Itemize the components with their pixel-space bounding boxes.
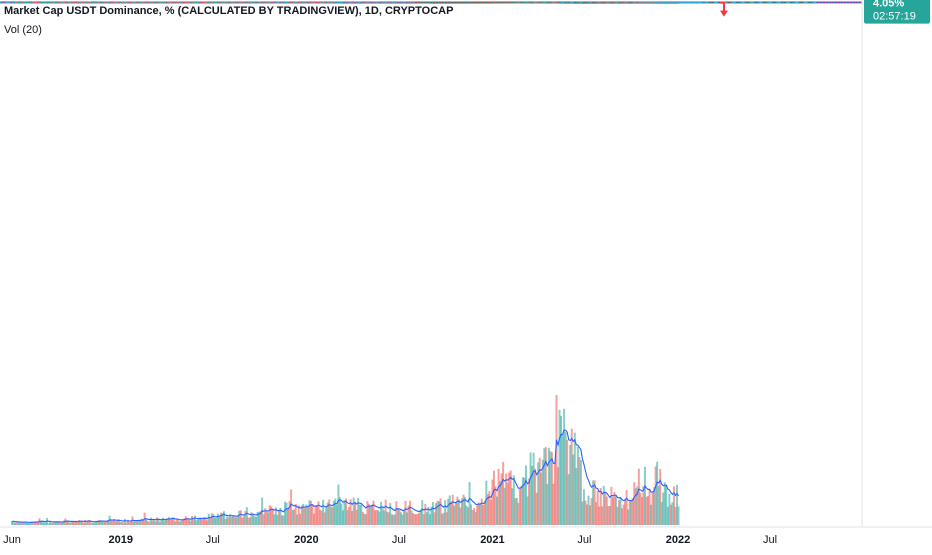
x-tick-label: Jul (206, 534, 220, 546)
volume-legend: Vol (20) (4, 24, 42, 36)
chart-title: Market Cap USDT Dominance, % (CALCULATED… (4, 5, 453, 17)
x-tick-label: 2020 (294, 534, 318, 546)
down-arrow-head-icon (720, 11, 728, 17)
x-tick-label: Jun (3, 534, 21, 546)
x-tick-label: Jul (763, 534, 777, 546)
volume-bar (678, 506, 680, 525)
x-tick-label: Jul (392, 534, 406, 546)
x-tick-label: 2021 (480, 534, 504, 546)
countdown-label: 02:57:19 (873, 11, 916, 23)
x-tick-label: 2019 (109, 534, 133, 546)
last-price-label: 4.05% (873, 0, 904, 10)
candle-body (678, 3, 680, 4)
x-tick-label: 2022 (666, 534, 690, 546)
plot-area (0, 2, 862, 525)
x-tick-label: Jul (577, 534, 591, 546)
